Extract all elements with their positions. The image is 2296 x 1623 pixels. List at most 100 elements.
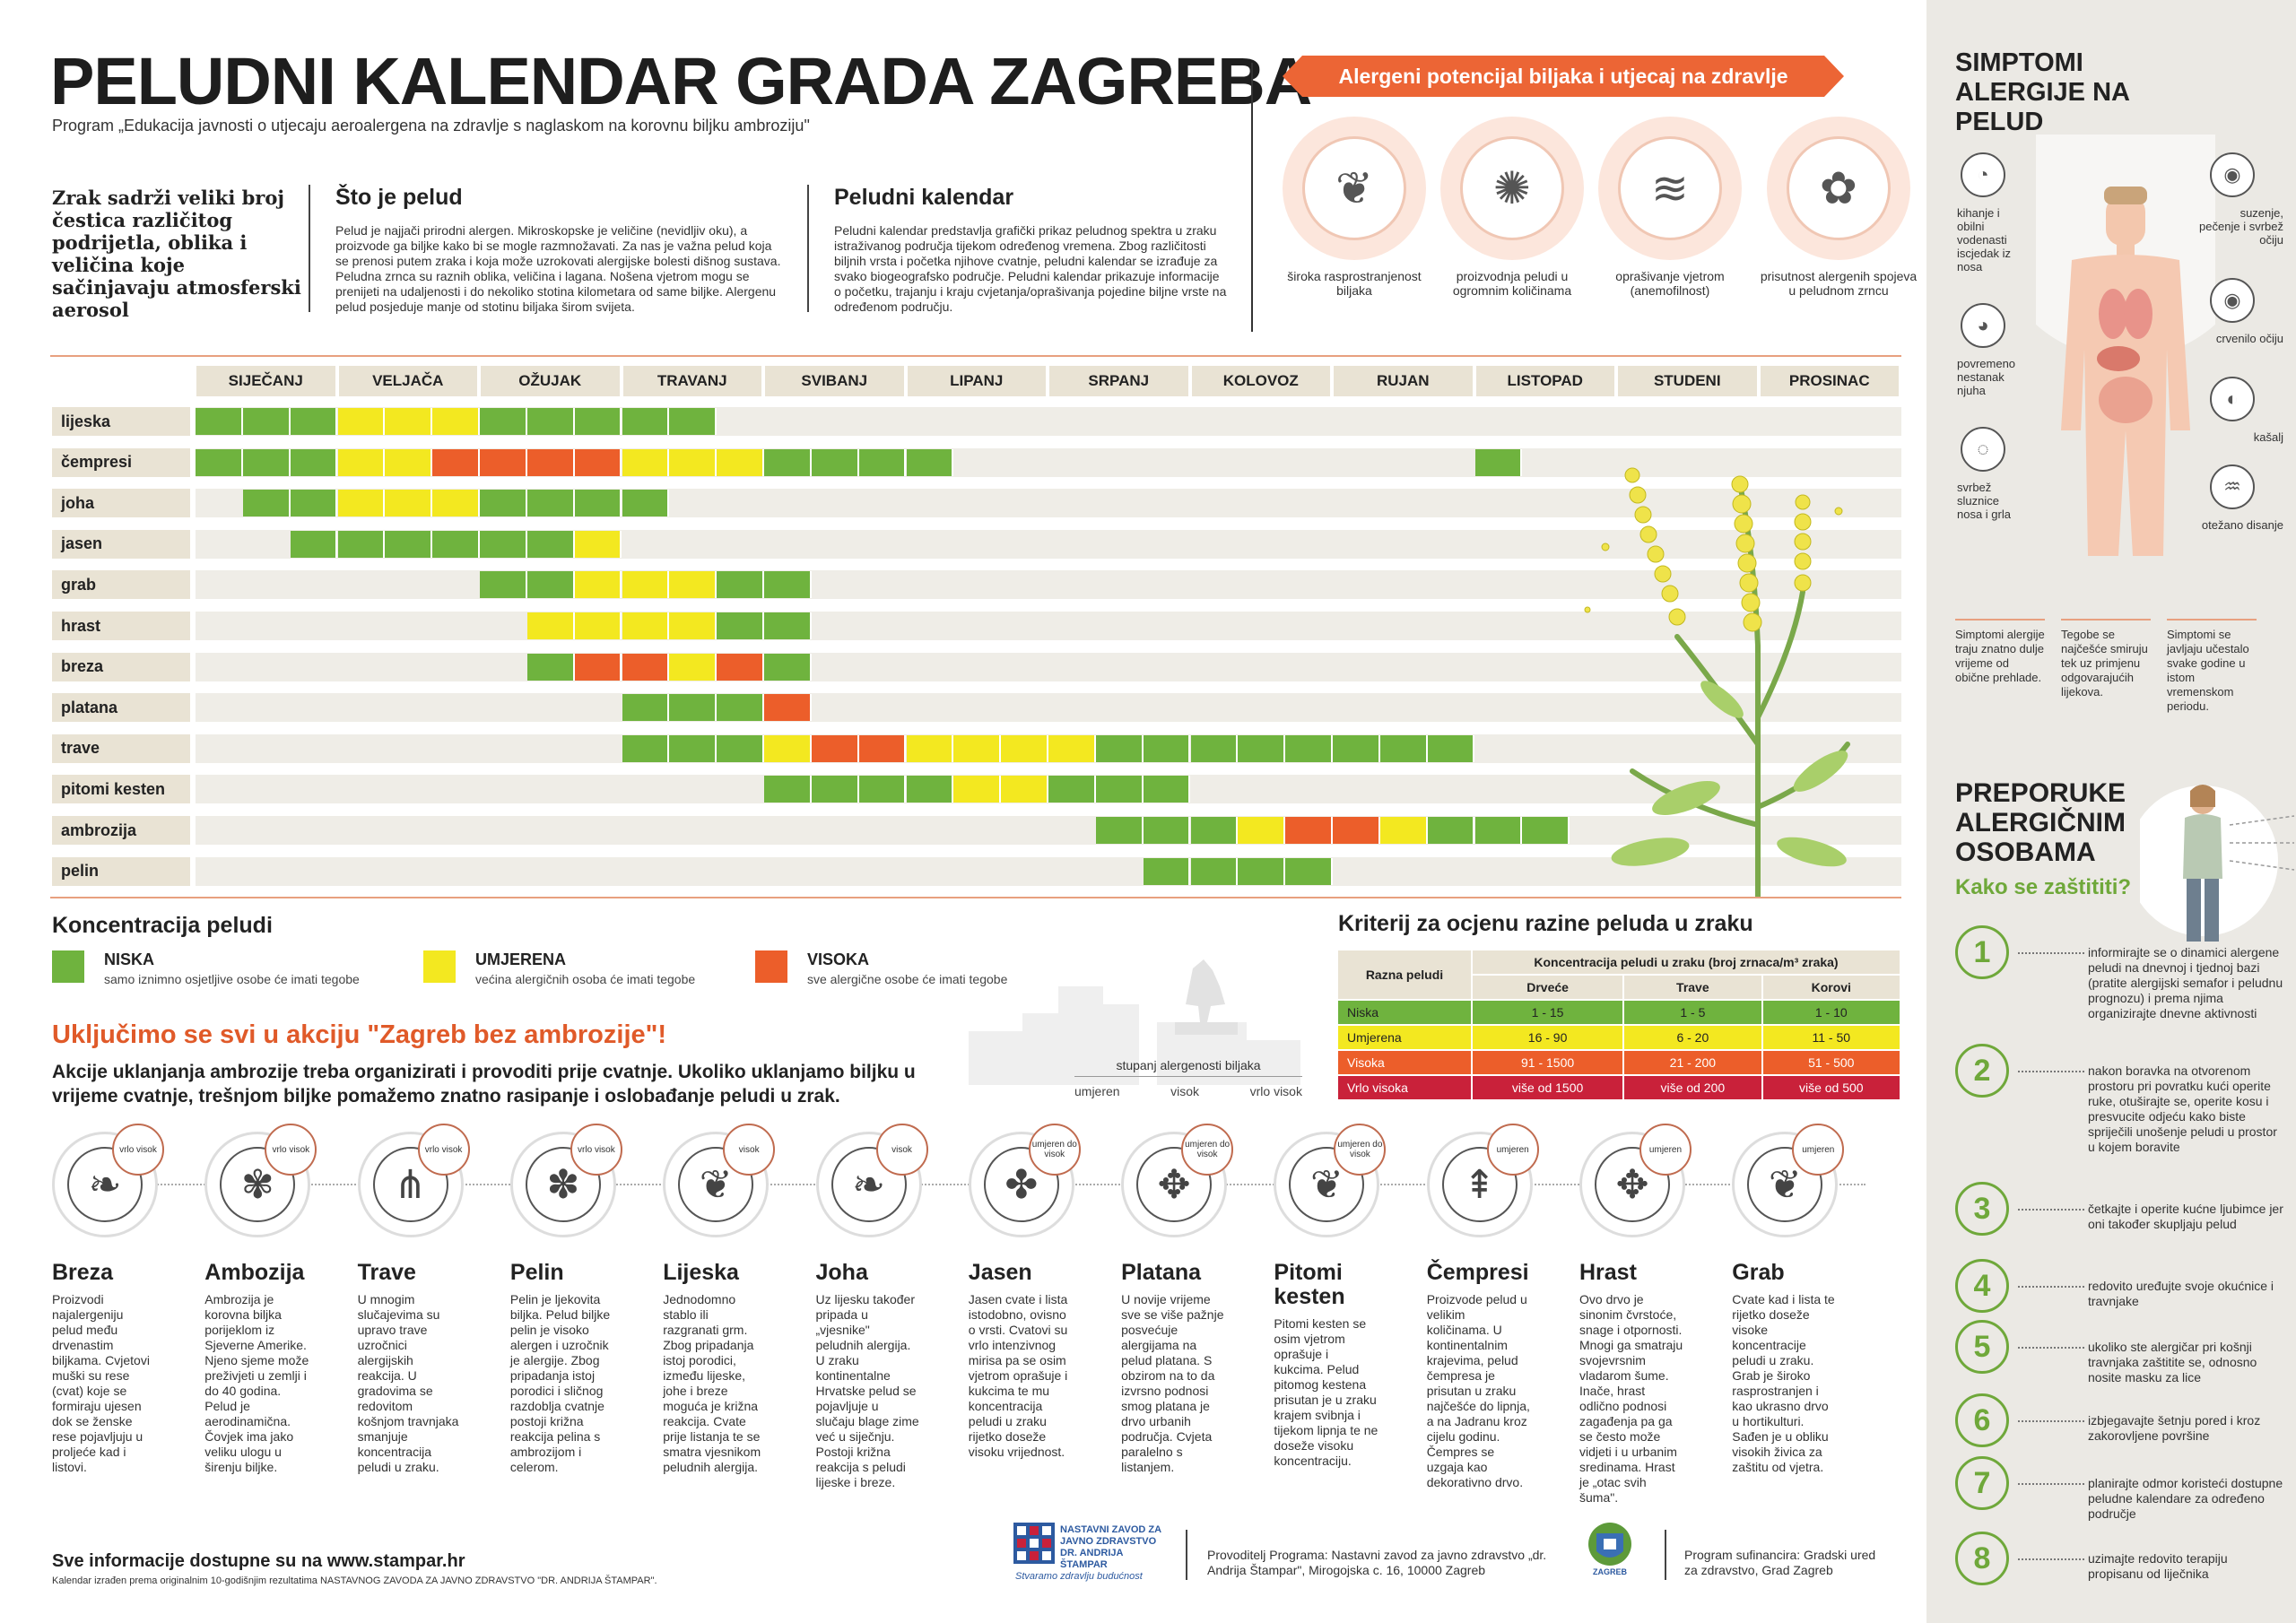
allergy-level-badge: umjeren do visok xyxy=(1028,1124,1081,1176)
month-header: SVIBANJ xyxy=(765,366,904,396)
calendar-cell-M xyxy=(574,612,622,639)
ash-leaf-icon: ✤ xyxy=(983,1147,1059,1222)
calendar-cell-L xyxy=(764,571,812,599)
calendar-cell-L xyxy=(1190,857,1239,885)
plant-description: Cvate kad i lista te rijetko doseže viso… xyxy=(1732,1292,1835,1474)
month-header: TRAVANJ xyxy=(622,366,761,396)
recommendation-connector xyxy=(2018,1483,2084,1485)
calendar-cell-L xyxy=(337,530,386,558)
symptom-label: kihanje i obilni vodenasti iscjedak iz n… xyxy=(1957,206,2011,273)
plant-icon-circle: ✤ umjeren do visok xyxy=(968,1124,1081,1237)
calendar-cell-M xyxy=(1001,776,1048,803)
zagreb-coat-of-arms-icon xyxy=(1586,1521,1634,1575)
plant-description: Proizvode pelud u velikim količinama. U … xyxy=(1426,1292,1530,1489)
calendar-cell-M xyxy=(574,571,622,599)
potential-item: ≋ oprašivanje vjetrom (anemofilnost) xyxy=(1589,117,1751,298)
plant-name: Breza xyxy=(52,1260,114,1285)
symptom-label: kašalj xyxy=(2253,430,2283,444)
calendar-cell-L xyxy=(811,776,859,803)
calendar-cell-M xyxy=(953,734,1002,762)
legend-swatch xyxy=(755,950,787,983)
eye-icon: ◉ xyxy=(2210,278,2255,323)
criteria-level: Visoka xyxy=(1336,1049,1473,1076)
cough-icon: ◐ xyxy=(2210,377,2255,421)
calendar-cell-L xyxy=(717,612,764,639)
nose-smell-icon: ◕ xyxy=(1961,303,2005,348)
eye-tears-icon: ◉ xyxy=(2210,152,2255,197)
criteria-level-header: Razna peludi xyxy=(1336,949,1473,1001)
plant-name: Ambozija xyxy=(204,1260,305,1285)
plant-description: Proizvodi najalergeniju pelud među drven… xyxy=(52,1292,150,1474)
plant-row-label: pitomi kesten xyxy=(52,775,190,804)
calendar-cell-M xyxy=(669,653,718,681)
severity-label: visok xyxy=(1170,1084,1200,1098)
calendar-cell-L xyxy=(1143,817,1191,844)
recommendation-number: 1 xyxy=(1955,925,2009,979)
calendar-cell-L xyxy=(764,448,812,476)
calendar-cell-M xyxy=(669,571,718,599)
calendar-cell-L xyxy=(1285,857,1333,885)
plant-card: ❧ vrlo visok Breza Proizvodi najalergeniju … xyxy=(52,1124,204,1475)
criteria-value: 1 - 10 xyxy=(1761,999,1902,1026)
calendar-cell-L xyxy=(196,408,243,435)
footer-info-link[interactable]: Sve informacije dostupne su na www.stamp… xyxy=(52,1551,465,1571)
calendar-cell-L xyxy=(1143,776,1191,803)
calendar-cell-L xyxy=(717,571,764,599)
calendar-cell-L xyxy=(480,571,527,599)
plant-row-label: platana xyxy=(52,693,190,723)
allergy-level-badge: umjeren xyxy=(1639,1124,1692,1176)
criteria-value: 21 - 200 xyxy=(1622,1049,1763,1076)
plant-card: ⋔ vrlo visok Trave U mnogim slučajevima su … xyxy=(357,1124,510,1475)
plant-description: Pelin je ljekovita biljka. Pelud biljke … xyxy=(509,1292,611,1474)
recommendation-connector xyxy=(2018,952,2084,954)
recommendation-connector xyxy=(2018,1071,2084,1072)
plant-name: Hrast xyxy=(1579,1260,1637,1285)
allergy-level-badge: umjeren do visok xyxy=(1334,1124,1387,1176)
calendar-cell-L xyxy=(1238,857,1286,885)
potential-item: ✿ prisutnost alergenih spojeva u peludnom… xyxy=(1758,117,1919,298)
calendar-cell-M xyxy=(432,408,480,435)
plant-name: Jasen xyxy=(968,1260,1032,1285)
footer-funder: Program sufinancira: Gradski ured za zdr… xyxy=(1684,1548,1876,1577)
calendar-cell-L xyxy=(1095,817,1144,844)
symptom-label: otežano disanje xyxy=(2201,518,2283,532)
recommendation-text: uzimajte redovito terapiju propisanu od … xyxy=(2088,1551,2228,1581)
pollen-burst-icon: ✺ xyxy=(1460,136,1564,240)
calendar-cell-L xyxy=(1379,734,1428,762)
intro-calendar: Peludni kalendar Peludni kalendar predst… xyxy=(834,185,1229,315)
criteria-value: više od 200 xyxy=(1622,1074,1763,1101)
plant-row-track xyxy=(196,693,1901,723)
potential-ring: ≋ xyxy=(1598,117,1742,260)
plant-icon-circle: ✥ umjeren xyxy=(1579,1124,1692,1237)
criteria-row: Umjerena 16 - 90 6 - 20 11 - 50 xyxy=(1336,1024,1902,1051)
plant-description: Jasen cvate i lista istodobno, ovisno o … xyxy=(968,1292,1068,1459)
calendar-cell-H xyxy=(1333,817,1380,844)
calendar-cell-L xyxy=(526,490,575,517)
plant-icon-circle: ❦ visok xyxy=(663,1124,776,1237)
month-header: SRPANJ xyxy=(1049,366,1188,396)
month-header: KOLOVOZ xyxy=(1191,366,1330,396)
calendar-cell-L xyxy=(242,448,291,476)
calendar-cell-L xyxy=(1285,734,1333,762)
plant-name: Joha xyxy=(815,1260,868,1285)
plant-icon-circle: ❦ umjeren xyxy=(1732,1124,1845,1237)
recommendation-text: informirajte se o dinamici alergene pelu… xyxy=(2088,945,2283,1020)
calendar-cell-L xyxy=(669,734,718,762)
severity-legend: stupanj alergenosti biljaka umjeren viso… xyxy=(1074,1058,1302,1098)
calendar-cell-H xyxy=(858,734,907,762)
plant-row-track xyxy=(196,612,1901,640)
criteria-value: 51 - 500 xyxy=(1761,1049,1902,1076)
calendar-cell-L xyxy=(480,408,527,435)
zagreb-skyline-illustration xyxy=(969,959,1300,1085)
recommendation-connector xyxy=(2018,1558,2084,1560)
calendar-cell-L xyxy=(1143,857,1191,885)
calendar-cell-L xyxy=(622,408,670,435)
criteria-col-header: Drveće xyxy=(1470,974,1625,1001)
calendar-cell-L xyxy=(1522,817,1570,844)
plant-card: ❦ umjeren Grab Cvate kad i lista te rijetko… xyxy=(1732,1124,1884,1475)
calendar-cell-H xyxy=(574,653,622,681)
potential-label: oprašivanje vjetrom (anemofilnost) xyxy=(1615,269,1725,298)
throat-icon: ◌ xyxy=(1961,427,2005,472)
plant-name: Trave xyxy=(357,1260,416,1285)
